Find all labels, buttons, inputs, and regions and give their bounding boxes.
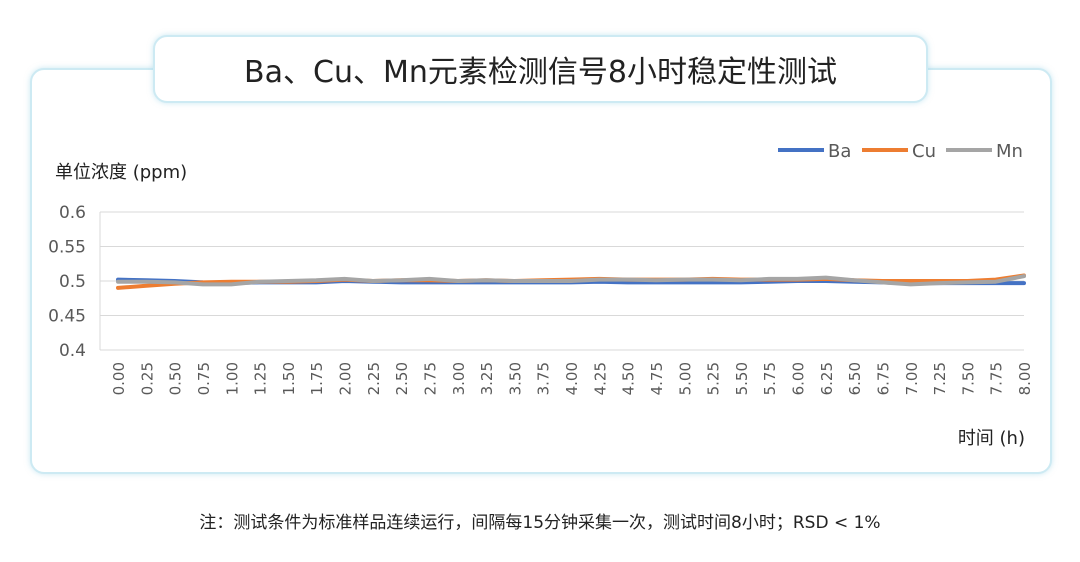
x-tick-label: 7.00 (903, 362, 921, 395)
footnote: 注：测试条件为标准样品连续运行，间隔每15分钟采集一次，测试时间8小时；RSD … (199, 513, 881, 533)
x-tick-label: 3.50 (506, 362, 524, 395)
x-tick-label: 2.00 (337, 362, 355, 395)
y-tick-label: 0.5 (59, 272, 86, 292)
x-tick-label: 1.75 (308, 362, 326, 395)
x-tick-label: 4.00 (563, 362, 581, 395)
x-tick-label: 5.50 (733, 362, 751, 395)
series-line-mn (116, 274, 1026, 287)
x-tick-label: 2.75 (421, 362, 439, 395)
x-tick-label: 1.25 (252, 362, 270, 395)
legend-label-mn: Mn (996, 141, 1023, 162)
legend-label-ba: Ba (828, 141, 851, 162)
y-axis-label: 单位浓度 (ppm) (55, 162, 187, 183)
x-tick-label: 3.25 (478, 362, 496, 395)
x-tick-label: 7.25 (931, 362, 949, 395)
y-tick-label: 0.55 (48, 238, 86, 258)
x-tick-label: 5.25 (705, 362, 723, 395)
x-axis-label: 时间 (h) (958, 428, 1025, 449)
x-tick-label: 0.25 (138, 362, 156, 395)
x-tick-label: 6.25 (818, 362, 836, 395)
y-tick-label: 0.4 (59, 341, 86, 361)
x-tick-label: 6.75 (874, 362, 892, 395)
x-tick-label: 1.00 (223, 362, 241, 395)
x-tick-label: 2.25 (365, 362, 383, 395)
y-tick-label: 0.45 (48, 307, 86, 327)
x-tick-label: 3.75 (535, 362, 553, 395)
x-tick-label: 5.75 (761, 362, 779, 395)
chart-title: Ba、Cu、Mn元素检测信号8小时稳定性测试 (153, 35, 928, 103)
x-tick-label: 4.50 (620, 362, 638, 395)
x-tick-label: 0.75 (195, 362, 213, 395)
x-tick-label: 7.50 (959, 362, 977, 395)
x-tick-label: 6.00 (790, 362, 808, 395)
x-tick-label: 0.00 (110, 362, 128, 395)
x-tick-label: 1.50 (280, 362, 298, 395)
chart-card (30, 68, 1052, 474)
x-tick-label: 8.00 (1016, 362, 1034, 395)
x-tick-label: 6.50 (846, 362, 864, 395)
x-tick-label: 7.75 (988, 362, 1006, 395)
y-tick-label: 0.6 (59, 203, 86, 223)
x-tick-label: 4.75 (648, 362, 666, 395)
x-tick-label: 5.00 (676, 362, 694, 395)
x-tick-label: 3.00 (450, 362, 468, 395)
x-tick-label: 2.50 (393, 362, 411, 395)
legend-label-cu: Cu (912, 141, 936, 162)
x-tick-label: 0.50 (167, 362, 185, 395)
x-tick-label: 4.25 (591, 362, 609, 395)
